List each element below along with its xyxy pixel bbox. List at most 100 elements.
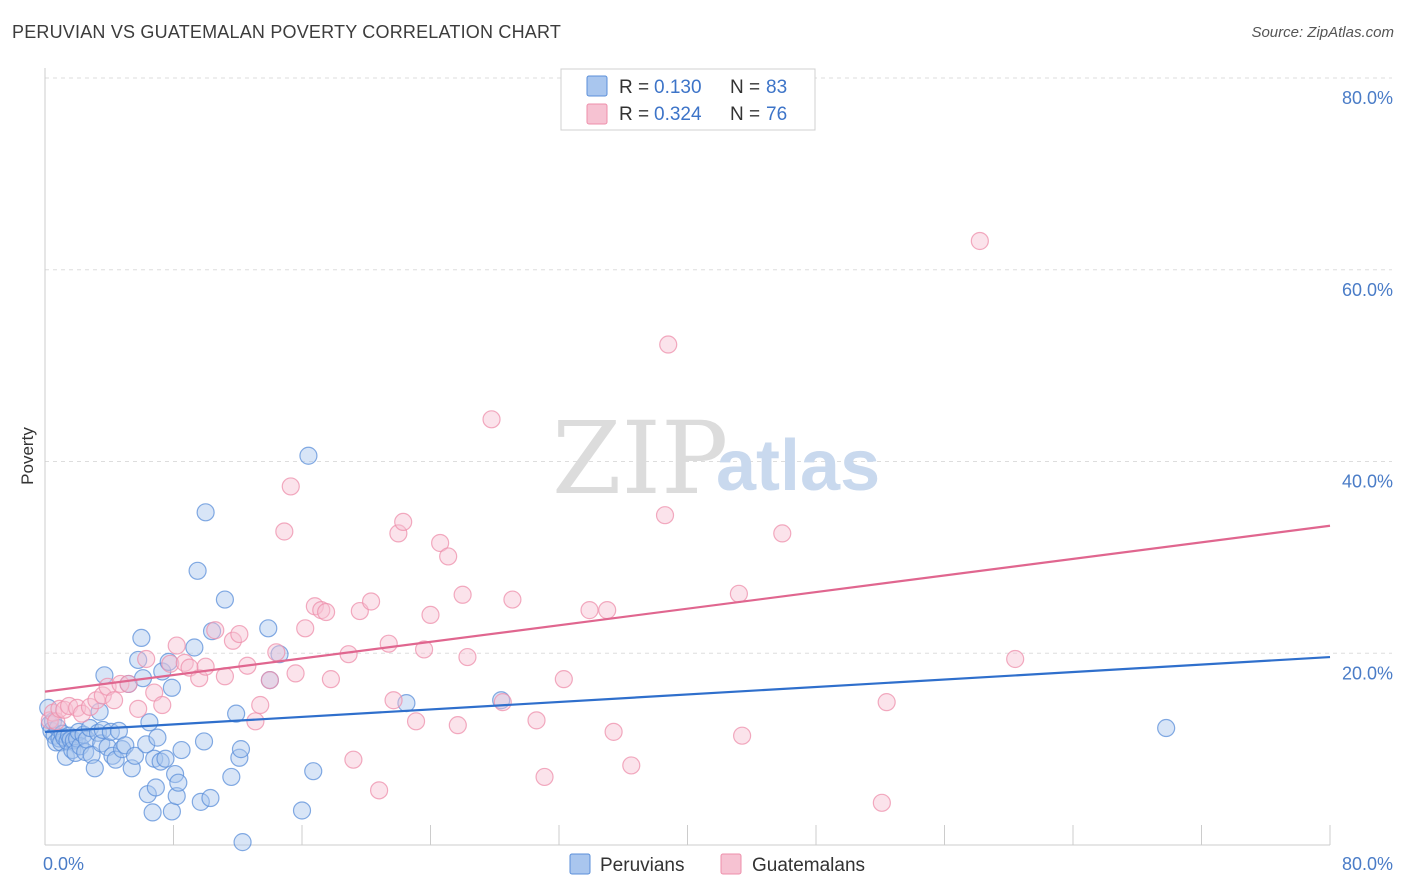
peruvian-point <box>299 446 318 465</box>
peruvian-point <box>194 732 214 751</box>
peruvian-point <box>137 735 156 754</box>
stats-r-value-peruvians: 0.130 <box>654 77 702 98</box>
guatemalan-point <box>153 695 172 715</box>
peruvian-point <box>191 792 210 811</box>
guatemalan-point <box>93 686 112 705</box>
guatemalan-point <box>316 602 336 622</box>
peruvian-point <box>270 645 289 664</box>
guatemalan-point <box>370 781 389 800</box>
guatemalan-point <box>877 693 896 712</box>
guatemalan-point <box>251 695 270 715</box>
guatemalan-point <box>223 631 243 650</box>
guatemalan-point <box>296 619 315 638</box>
guatemalan-point <box>439 547 458 566</box>
guatemalan-point <box>733 726 752 745</box>
trend-lines <box>44 524 1331 733</box>
peruvian-point <box>196 503 215 522</box>
x-tick-label-min: 0.0% <box>43 854 84 874</box>
guatemalan-point <box>384 691 403 710</box>
guatemalan-point <box>535 767 554 787</box>
guatemalan-point <box>503 590 522 609</box>
guatemalan-point <box>129 699 148 718</box>
guatemalan-point <box>604 722 623 741</box>
y-tick-label: 40.0% <box>1342 472 1393 492</box>
peruvian-point <box>162 802 181 821</box>
peruvian-point <box>167 787 186 806</box>
stats-r-label-peruvians: R = <box>619 77 649 98</box>
peruvian-point <box>151 752 170 771</box>
guatemalan-point <box>68 698 87 717</box>
peruvian-point <box>188 561 207 580</box>
peruvian-point <box>140 713 159 732</box>
guatemalan-point <box>482 410 501 429</box>
chart-title: PERUVIAN VS GUATEMALAN POVERTY CORRELATI… <box>12 22 562 42</box>
guatemalan-point <box>379 634 398 653</box>
stats-swatch-guatemalans <box>586 103 608 125</box>
guatemalan-point <box>389 524 408 543</box>
axes <box>44 68 1331 846</box>
stats-n-value-guatemalans: 76 <box>766 104 787 125</box>
chart-source: Source: ZipAtlas.com <box>1251 24 1394 41</box>
watermark-atlas: atlas <box>716 426 880 506</box>
bottom-legend: Peruvians Guatemalans <box>569 853 865 876</box>
legend-swatch-guatemalans <box>720 853 742 875</box>
guatemalan-point <box>161 654 180 673</box>
guatemalan-point <box>970 231 989 251</box>
y-tick-label: 60.0% <box>1342 280 1393 300</box>
stats-r-label-guatemalans: R = <box>619 104 649 125</box>
guatemalan-point <box>344 750 363 769</box>
guatemalan-point <box>361 592 381 611</box>
guatemalan-point <box>554 670 573 689</box>
stats-n-value-peruvians: 83 <box>766 77 787 98</box>
peruvian-point <box>169 773 188 792</box>
stats-legend: R = 0.130 N = 83 R = 0.324 N = 76 <box>560 68 816 131</box>
stats-swatch-peruvians <box>586 75 608 97</box>
guatemalan-point <box>321 670 341 689</box>
guatemalan-point <box>414 640 434 659</box>
guatemalan-point <box>527 711 546 730</box>
peruvian-point <box>227 704 246 723</box>
guatemalan-point <box>281 477 300 496</box>
y-tick-label: 80.0% <box>1342 88 1393 108</box>
guatemalan-point <box>773 524 792 543</box>
guatemalan-point <box>119 674 138 694</box>
guatemalan-point <box>137 649 156 669</box>
guatemalan-point <box>421 605 440 625</box>
peruvians-trend-line <box>44 655 1331 733</box>
guatemalan-point <box>190 669 209 688</box>
y-axis-label: Poverty <box>18 427 37 485</box>
guatemalan-point <box>655 506 675 525</box>
guatemalan-point <box>659 335 678 354</box>
watermark-zip: ZIP <box>552 400 728 517</box>
peruvian-point <box>148 728 167 747</box>
stats-r-value-guatemalans: 0.324 <box>654 104 702 125</box>
peruvian-point <box>215 590 234 609</box>
guatemalan-point <box>104 691 124 710</box>
guatemalan-point <box>394 512 413 532</box>
peruvian-point <box>143 803 162 822</box>
guatemalan-point <box>246 712 265 731</box>
guatemalan-point <box>431 533 450 553</box>
guatemalan-point <box>275 522 294 541</box>
guatemalan-point <box>267 643 286 662</box>
guatemalan-point <box>729 584 749 603</box>
peruvian-point <box>231 740 251 759</box>
x-tick-label-max: 80.0% <box>1342 854 1393 874</box>
guatemalan-point <box>286 664 305 683</box>
peruvian-point <box>222 767 241 787</box>
stats-n-label-peruvians: N = <box>730 77 760 98</box>
guatemalan-point <box>206 621 225 640</box>
peruvian-point <box>201 788 220 808</box>
guatemalan-point <box>448 716 467 735</box>
grid-lines <box>45 77 1392 654</box>
guatemalan-point <box>453 585 472 604</box>
guatemalan-point <box>215 667 234 686</box>
watermark: ZIP atlas <box>552 400 880 517</box>
peruvian-point <box>233 833 252 852</box>
guatemalan-point <box>598 601 617 620</box>
peruvian-point <box>156 749 175 768</box>
guatemalan-point <box>872 793 891 812</box>
peruvian-point <box>56 747 75 766</box>
guatemalans-trend-line <box>44 524 1331 693</box>
